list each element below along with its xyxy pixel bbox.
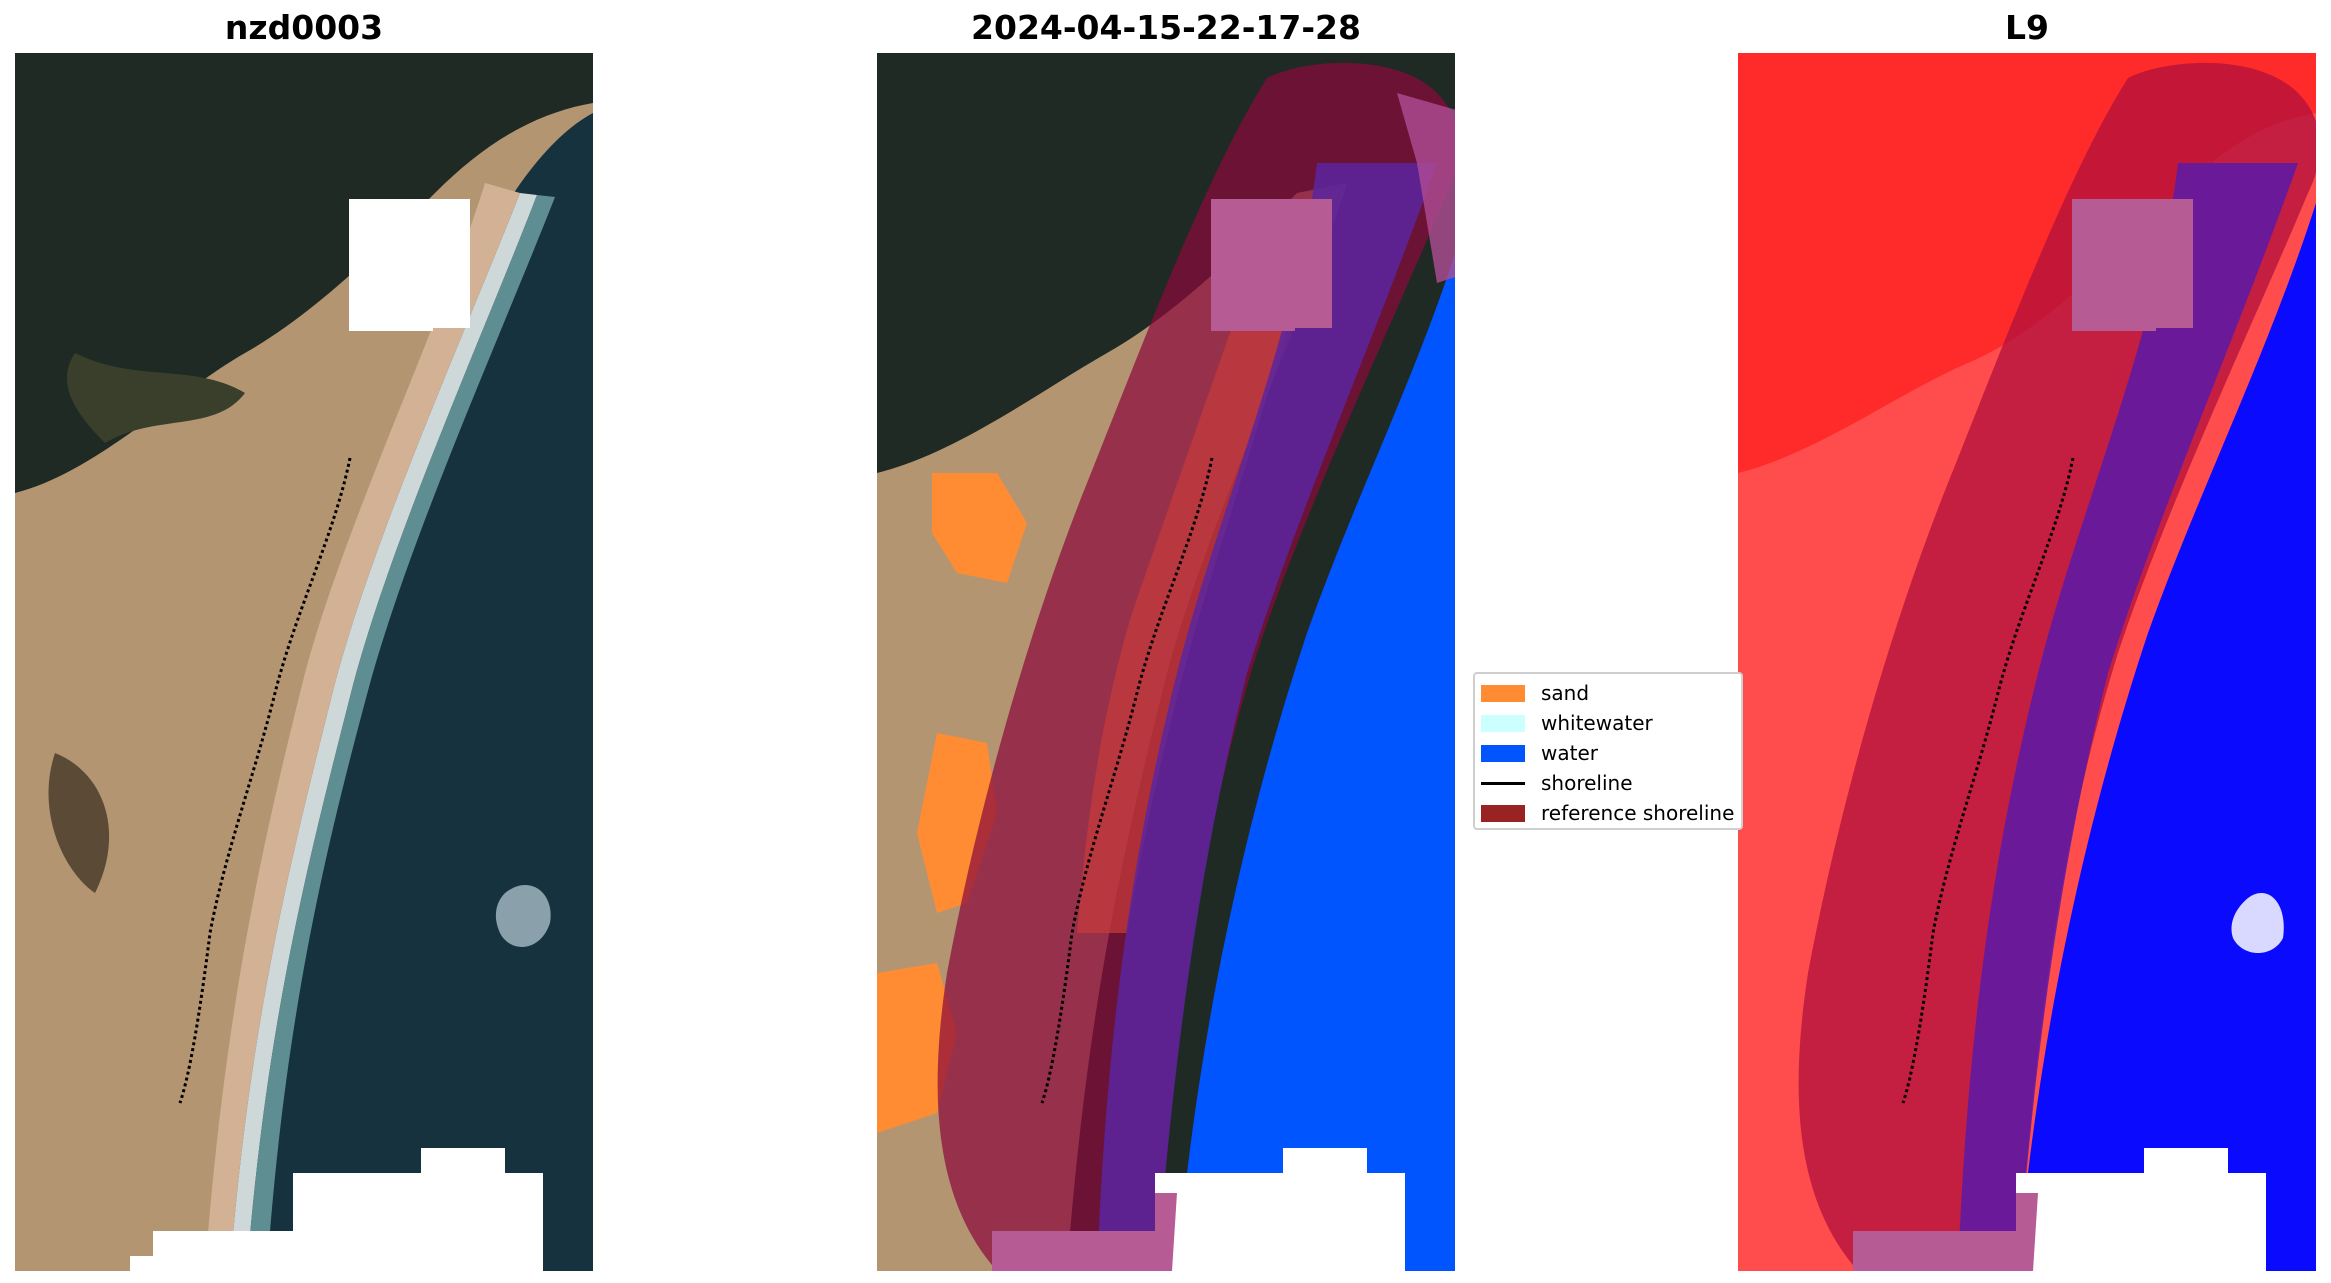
legend-swatch-sand xyxy=(1481,684,1525,702)
legend-label: reference shoreline xyxy=(1541,801,1735,825)
legend-swatch-whitewater xyxy=(1481,714,1525,732)
legend-label: whitewater xyxy=(1541,711,1653,735)
legend-item-reference-shoreline: reference shoreline xyxy=(1481,800,1734,826)
classified-image xyxy=(877,53,1455,1271)
rgb-image xyxy=(15,53,593,1271)
legend-swatch-reference-shoreline xyxy=(1481,804,1525,822)
legend-swatch-shoreline xyxy=(1481,781,1525,785)
index-image-panel xyxy=(1738,53,2316,1271)
legend-item-shoreline: shoreline xyxy=(1481,770,1633,796)
legend-item-water: water xyxy=(1481,740,1598,766)
classified-image-panel xyxy=(877,53,1455,1271)
panel-title-rgb: nzd0003 xyxy=(224,8,384,47)
legend-swatch-water xyxy=(1481,744,1525,762)
legend-item-sand: sand xyxy=(1481,680,1589,706)
legend: sand whitewater water shoreline referenc… xyxy=(1473,672,1743,830)
legend-label: water xyxy=(1541,741,1598,765)
panel-title-classified: 2024-04-15-22-17-28 xyxy=(971,8,1361,47)
index-image xyxy=(1738,53,2316,1271)
rgb-image-panel xyxy=(15,53,593,1271)
legend-item-whitewater: whitewater xyxy=(1481,710,1653,736)
legend-label: sand xyxy=(1541,681,1590,705)
panel-title-index: L9 xyxy=(2005,8,2049,47)
legend-label: shoreline xyxy=(1541,771,1633,795)
